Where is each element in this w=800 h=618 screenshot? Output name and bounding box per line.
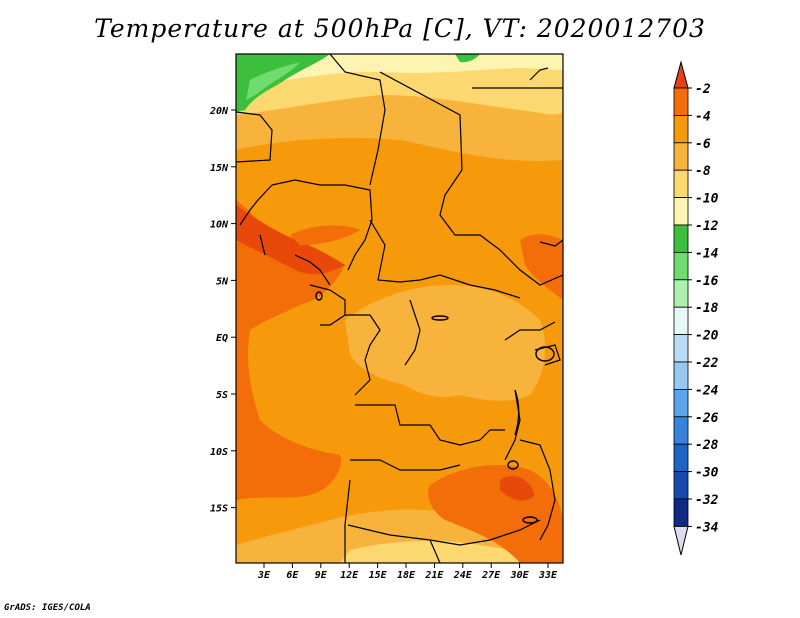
colorbar-box [673, 224, 689, 253]
grads-credit: GrADS: IGES/COLA [4, 603, 91, 613]
colorbar-label: -22 [695, 356, 719, 371]
lon-label: 24E [453, 570, 473, 581]
colorbar-label: -2 [695, 82, 711, 97]
lon-label: 12E [340, 570, 359, 581]
lon-label: 6E [286, 570, 299, 581]
colorbar-label: -20 [695, 329, 719, 344]
colorbar-box [673, 416, 689, 445]
colorbar-label: -18 [695, 301, 719, 316]
colorbar-label: -32 [695, 493, 719, 508]
map-frame [235, 53, 564, 564]
colorbar-box [673, 251, 689, 281]
green-north-east [455, 54, 480, 63]
lakes [315, 291, 555, 524]
colorbar-label: -16 [695, 274, 719, 289]
colorbar-box [673, 115, 689, 144]
lat-label: 10N [210, 220, 229, 231]
temperature-field [236, 54, 563, 563]
colorbar-label: -6 [695, 137, 711, 152]
colorbar-box [673, 388, 689, 418]
colorbar-label: -14 [695, 246, 719, 261]
colorbar-top-arrow [673, 60, 689, 89]
lon-label: 33E [538, 570, 558, 581]
colorbar-box [673, 87, 689, 116]
colorbar-label: -4 [695, 109, 711, 124]
lat-label: 10S [210, 447, 228, 458]
light-orange-congo [345, 285, 546, 401]
lat-label: 20N [209, 106, 229, 117]
colorbar-box [673, 334, 689, 363]
lat-label: 15N [210, 163, 229, 174]
lat-label: 5N [216, 276, 229, 287]
colorbar-label: -10 [695, 192, 719, 207]
colorbar-label: -8 [695, 164, 711, 179]
lon-label: 18E [397, 570, 416, 581]
colorbar-label: -30 [695, 466, 719, 481]
colorbar-box [673, 279, 689, 308]
deep-orange-gulf [236, 205, 345, 275]
lightgreen-north-west [246, 62, 300, 100]
colorbar-label: -12 [695, 219, 719, 234]
colorbar-box [673, 361, 689, 390]
lat-label: 15S [210, 504, 228, 515]
colorbar-box [673, 443, 689, 473]
deep-orange-west [236, 200, 345, 500]
colorbar-label: -24 [695, 383, 719, 398]
colorbar-box [673, 142, 689, 171]
colorbar-box [673, 169, 689, 198]
yellow-south [340, 540, 563, 563]
band-pale-yellow-north [236, 54, 563, 88]
deep-orange-se-lake [500, 475, 535, 501]
lon-label: 3E [257, 570, 271, 581]
lat-label: 5S [216, 390, 228, 401]
colorbar: -2 -4 -6 -8 -10 -12 -14 -16 -18 -20 -22 -24 -26 -28 -3… [673, 60, 719, 556]
country-borders [236, 54, 563, 563]
lat-label: EQ [216, 333, 228, 344]
longitude-axis: 3E 6E 9E 12E 15E 18E 21E 24E 27E 30E 33E [257, 563, 558, 581]
colorbar-box [673, 498, 689, 527]
lon-label: 30E [510, 570, 530, 581]
lon-label: 21E [424, 570, 444, 581]
latitude-axis: 20N 15N 10N 5N EQ 5S 10S 15S [209, 106, 236, 515]
colorbar-box [673, 471, 689, 500]
colorbar-label: -28 [695, 438, 719, 453]
colorbar-box [673, 306, 689, 336]
lon-label: 15E [369, 570, 388, 581]
deep-orange-east [520, 234, 563, 300]
green-north-west [236, 54, 330, 112]
colorbar-box [673, 197, 689, 226]
map-title: Temperature at 500hPa [C], VT: 202001270… [94, 14, 706, 43]
lon-label: 9E [315, 570, 328, 581]
colorbar-label: -26 [695, 411, 719, 426]
colorbar-label: -34 [695, 520, 719, 535]
colorbar-bottom-arrow [673, 525, 689, 556]
deep-orange-ne-patch [290, 225, 360, 245]
lon-label: 27E [481, 570, 501, 581]
